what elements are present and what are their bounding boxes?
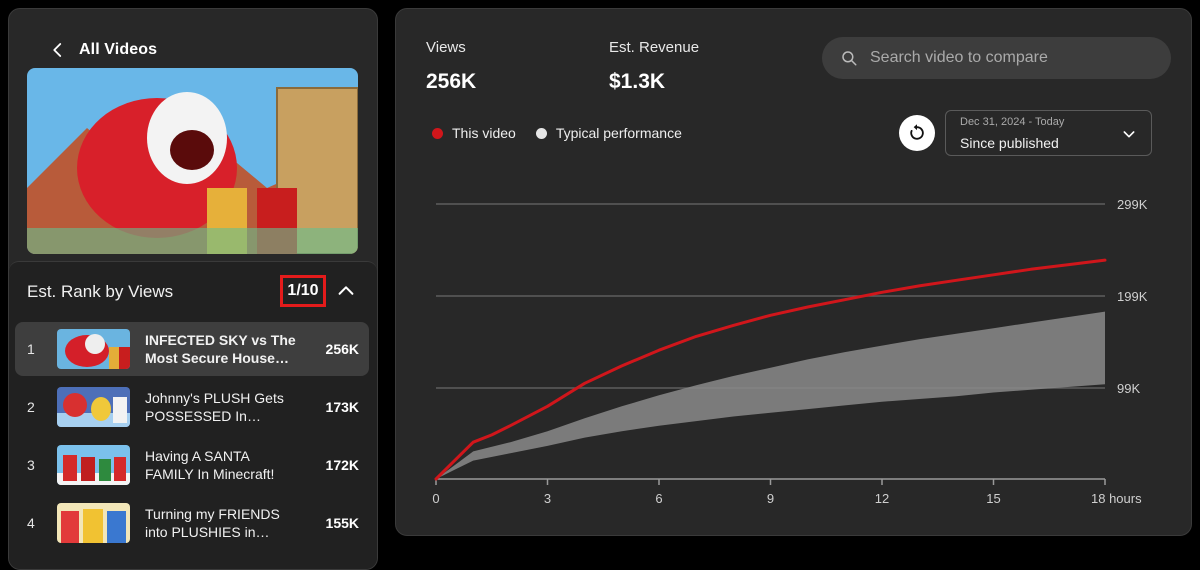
rank-number: 3 xyxy=(27,457,35,473)
y-tick-label: 299K xyxy=(1117,197,1148,212)
search-icon xyxy=(842,51,857,66)
chart-legend: This video Typical performance xyxy=(432,125,702,141)
legend-this-video: This video xyxy=(432,125,516,141)
rank-panel: Est. Rank by Views 1/10 1 INFECTED SKY v… xyxy=(9,261,377,569)
x-tick-label: 0 xyxy=(432,491,439,506)
revenue-metric: Est. Revenue $1.3K xyxy=(609,39,699,94)
rank-number: 1 xyxy=(27,341,35,357)
row-title: Johnny's PLUSH Gets POSSESSED In Minecra… xyxy=(145,390,284,424)
row-thumbnail xyxy=(57,445,130,485)
y-tick-label: 99K xyxy=(1117,381,1140,396)
collapse-rank-button[interactable] xyxy=(335,280,357,302)
x-tick-label: 9 xyxy=(767,491,774,506)
date-range-select[interactable]: Dec 31, 2024 - Today Since published xyxy=(945,110,1152,156)
rank-list-item[interactable]: 4 Turning my FRIENDS into PLUSHIES in Mi… xyxy=(15,496,369,550)
x-tick-label: 15 xyxy=(986,491,1000,506)
legend-this-video-label: This video xyxy=(452,125,516,141)
views-label: Views xyxy=(426,39,466,56)
row-views: 172K xyxy=(325,457,359,473)
rank-list: 1 INFECTED SKY vs The Most Secure House … xyxy=(15,322,369,554)
x-tick-label: 6 xyxy=(655,491,662,506)
row-title: Turning my FRIENDS into PLUSHIES in Mine… xyxy=(145,506,280,540)
row-thumbnail xyxy=(57,387,130,427)
red-dot-icon xyxy=(432,127,443,139)
x-tick-label: 3 xyxy=(544,491,551,506)
grey-dot-icon xyxy=(535,127,547,139)
row-thumbnail xyxy=(57,503,130,543)
row-views: 173K xyxy=(325,399,359,415)
performance-panel: Views 256K Est. Revenue $1.3K This video… xyxy=(395,8,1192,536)
views-value: 256K xyxy=(426,70,477,93)
row-views: 256K xyxy=(325,341,359,357)
video-sidebar: All Videos Est. Rank by Views 1/10 1 xyxy=(8,8,378,570)
x-tick-label: 12 xyxy=(875,491,889,506)
chevron-up-icon xyxy=(338,286,354,295)
row-title: INFECTED SKY vs The Most Secure House In… xyxy=(145,332,296,366)
chevron-left-icon xyxy=(53,43,62,57)
rank-list-item[interactable]: 3 Having A SANTA FAMILY In Minecraft! 17… xyxy=(15,438,369,492)
video-thumbnail xyxy=(27,68,358,254)
row-title: Having A SANTA FAMILY In Minecraft! xyxy=(145,448,275,482)
date-range-value: Since published xyxy=(960,135,1059,151)
legend-typical: Typical performance xyxy=(535,125,682,141)
x-tick-label: 18 hours xyxy=(1091,491,1142,506)
chevron-down-icon xyxy=(1123,131,1135,138)
rank-position-badge: 1/10 xyxy=(280,275,326,307)
revenue-value: $1.3K xyxy=(609,70,666,93)
this-video-line xyxy=(434,258,1107,481)
y-tick-label: 199K xyxy=(1117,289,1148,304)
rank-list-item[interactable]: 1 INFECTED SKY vs The Most Secure House … xyxy=(15,322,369,376)
search-input[interactable] xyxy=(868,48,1162,68)
reset-button[interactable] xyxy=(899,115,935,151)
rank-list-item[interactable]: 2 Johnny's PLUSH Gets POSSESSED In Minec… xyxy=(15,380,369,434)
reset-icon xyxy=(910,124,924,140)
compare-search[interactable] xyxy=(822,37,1171,79)
row-thumbnail xyxy=(57,329,130,369)
views-metric: Views 256K xyxy=(426,39,476,94)
back-to-all-videos[interactable]: All Videos xyxy=(49,33,157,67)
rank-title: Est. Rank by Views xyxy=(27,282,174,301)
typical-performance-band xyxy=(436,311,1105,479)
revenue-label: Est. Revenue xyxy=(609,39,700,56)
legend-typical-label: Typical performance xyxy=(555,125,682,141)
date-range-caption: Dec 31, 2024 - Today xyxy=(960,116,1065,128)
rank-number: 2 xyxy=(27,399,35,415)
views-chart: 99K 199K 299K 0 3 6 9 12 15 18 hours xyxy=(432,197,1148,506)
row-views: 155K xyxy=(325,515,359,531)
rank-number: 4 xyxy=(27,515,35,531)
back-label: All Videos xyxy=(79,41,158,58)
